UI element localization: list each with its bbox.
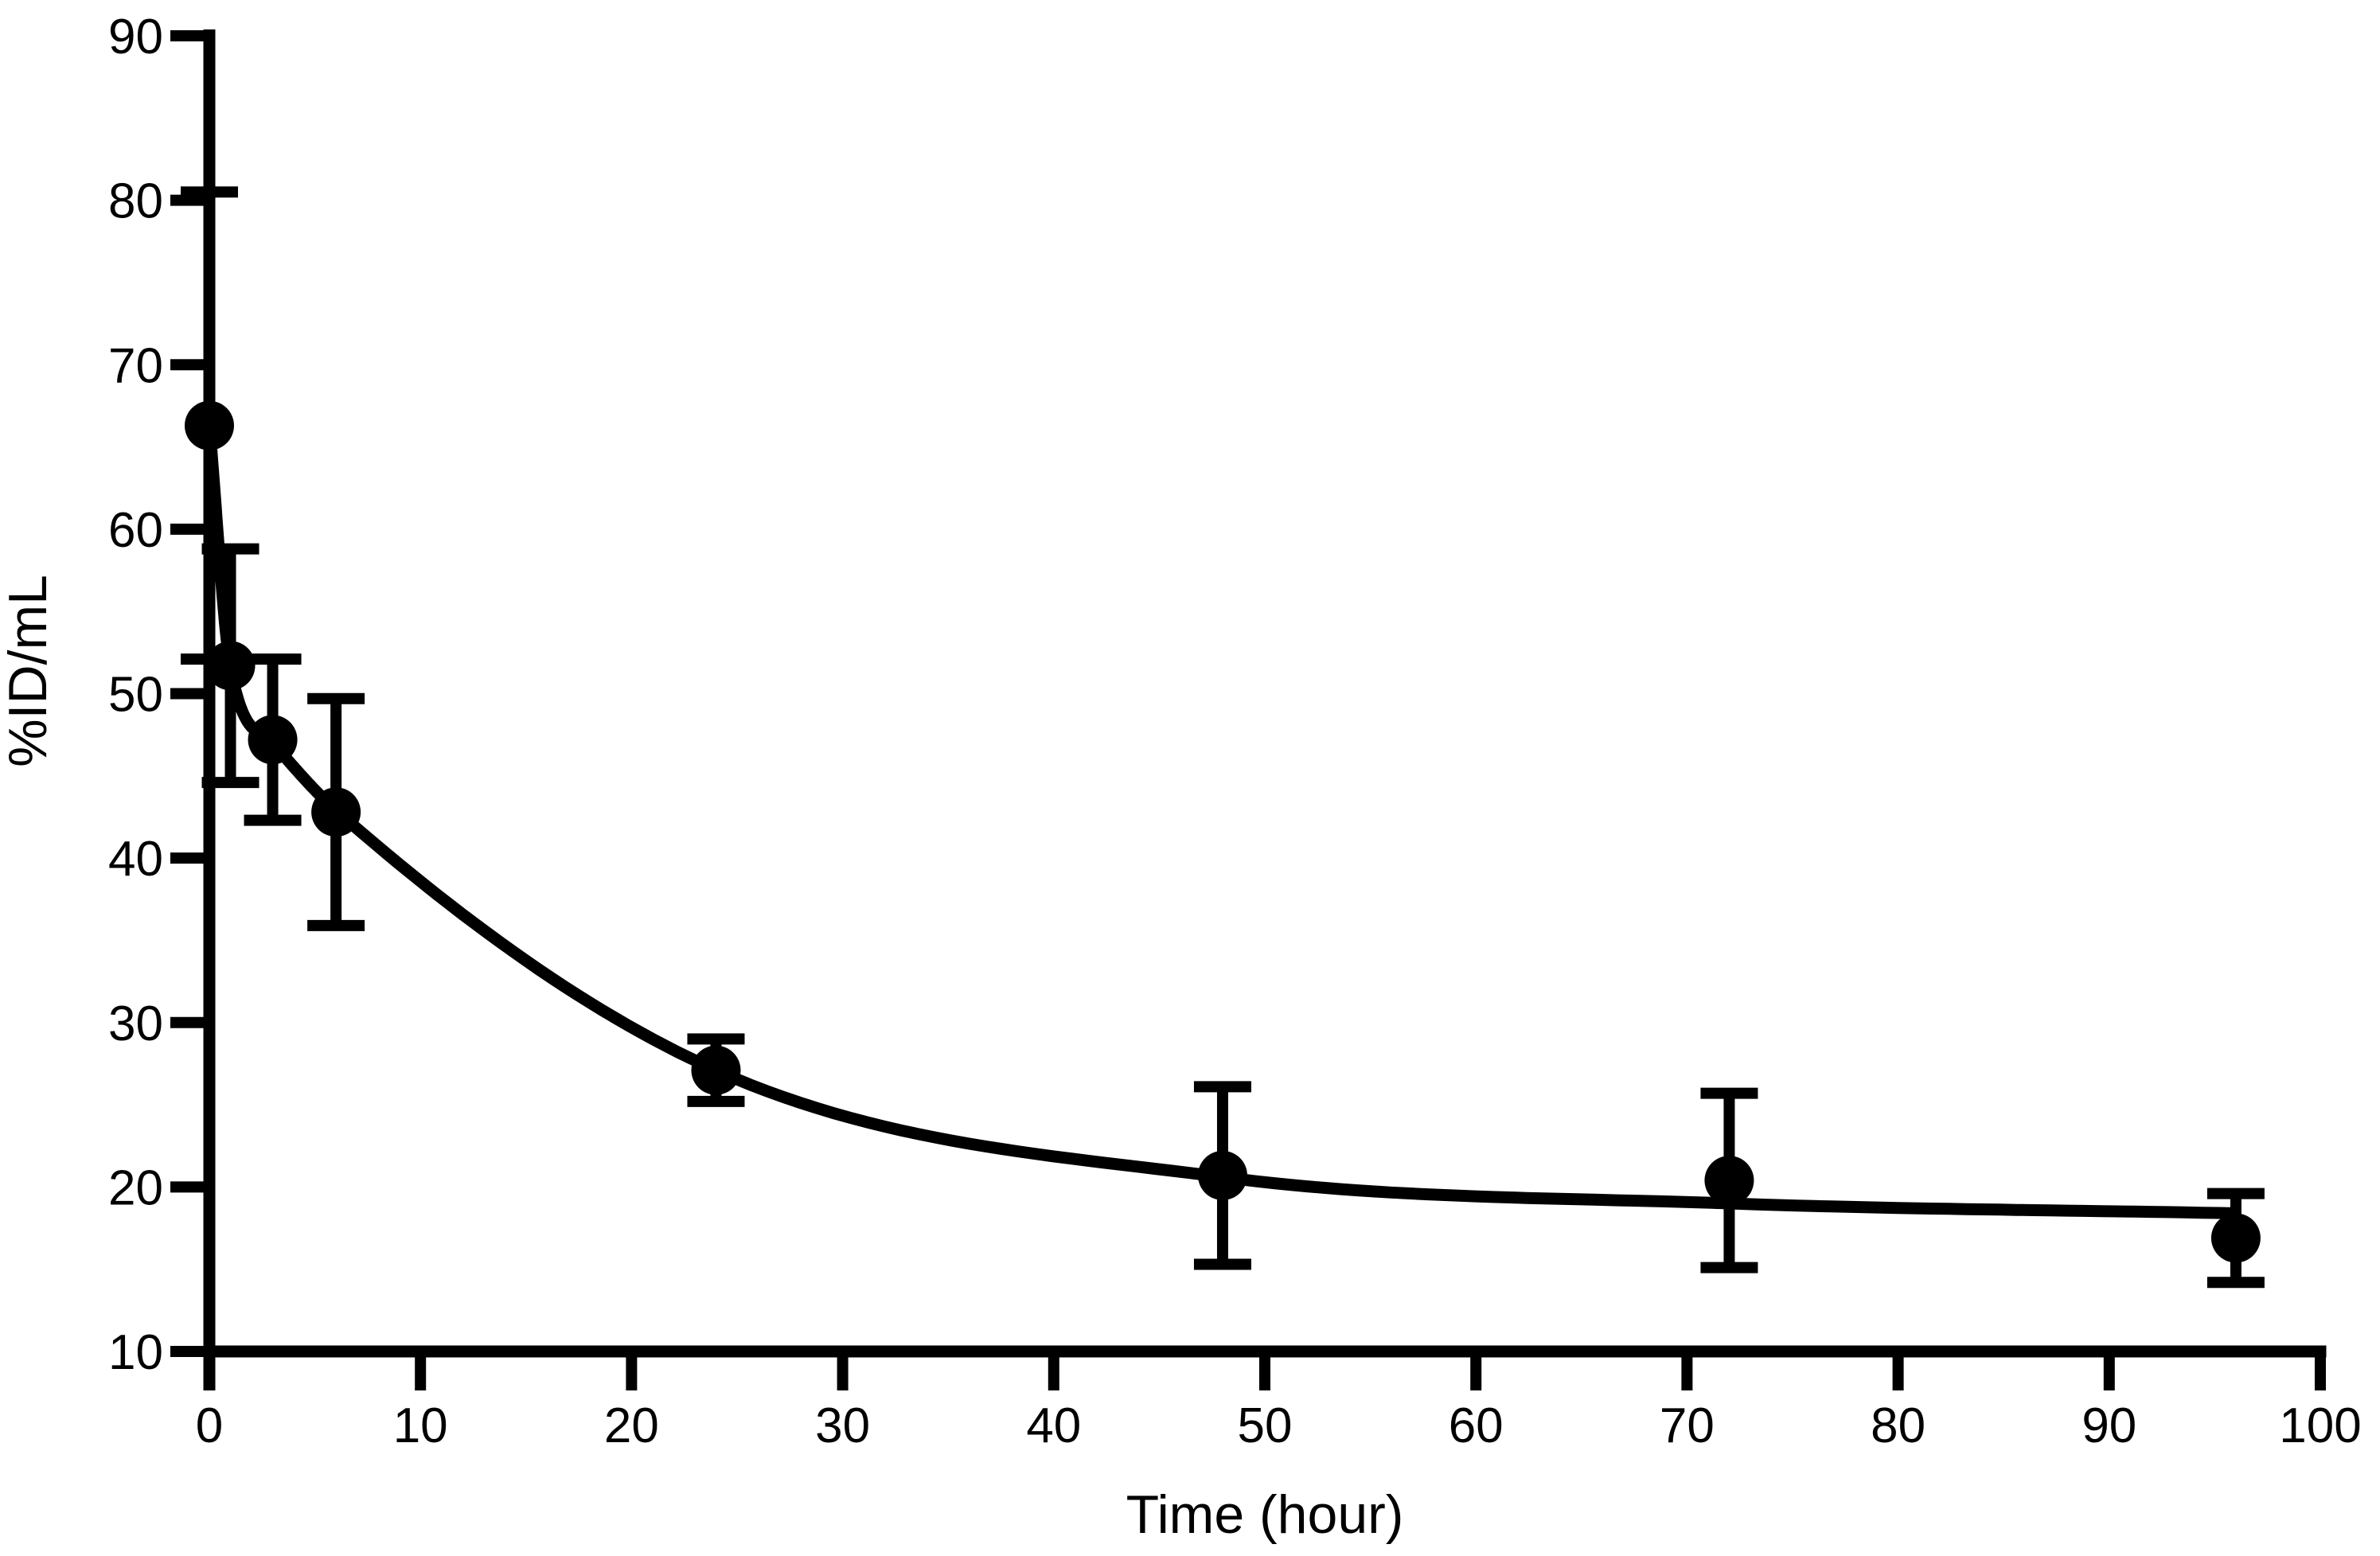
x-tick-label: 90: [2082, 1398, 2136, 1453]
x-tick-label: 80: [1871, 1398, 1925, 1453]
y-tick-label: 30: [108, 996, 163, 1051]
y-tick-label: 70: [108, 338, 163, 393]
tick-layer: [170, 30, 2326, 1390]
error-bar-layer: [181, 186, 2265, 1289]
y-tick-label: 60: [108, 503, 163, 558]
x-axis-title: Time (hour): [1126, 1484, 1404, 1545]
x-tick-label: 40: [1026, 1398, 1081, 1453]
x-tick-label: 20: [604, 1398, 659, 1453]
data-point: [691, 1045, 741, 1095]
fit-curve-layer: [203, 425, 2237, 1219]
data-point: [311, 787, 361, 837]
data-point-layer: [185, 400, 2261, 1263]
y-tick-label: 50: [108, 668, 163, 723]
x-tick-label: 60: [1449, 1398, 1504, 1453]
data-point: [2210, 1213, 2261, 1263]
x-tick-label: 50: [1238, 1398, 1293, 1453]
x-tick-label: 100: [2279, 1398, 2361, 1453]
y-tick-label: 80: [108, 174, 163, 229]
data-point: [1197, 1150, 1247, 1200]
tick-label-layer: 0 10 20 30 40 50 60 70 80 90 100 10 20 30 40 50 60 70 80 90: [108, 10, 2362, 1453]
y-axis-title: %ID/mL: [0, 575, 58, 767]
x-tick-label: 0: [196, 1398, 223, 1453]
data-point: [185, 400, 234, 450]
x-tick-label: 70: [1660, 1398, 1715, 1453]
data-point: [205, 641, 256, 691]
y-tick-label: 90: [108, 10, 163, 64]
data-point: [1704, 1156, 1754, 1206]
y-tick-label: 40: [108, 832, 163, 887]
y-tick-label: 20: [108, 1160, 163, 1215]
fit-curve: [203, 425, 2237, 1219]
y-tick-label: 10: [108, 1325, 163, 1380]
data-point: [248, 715, 298, 765]
x-tick-label: 10: [393, 1398, 448, 1453]
x-tick-label: 30: [815, 1398, 870, 1453]
